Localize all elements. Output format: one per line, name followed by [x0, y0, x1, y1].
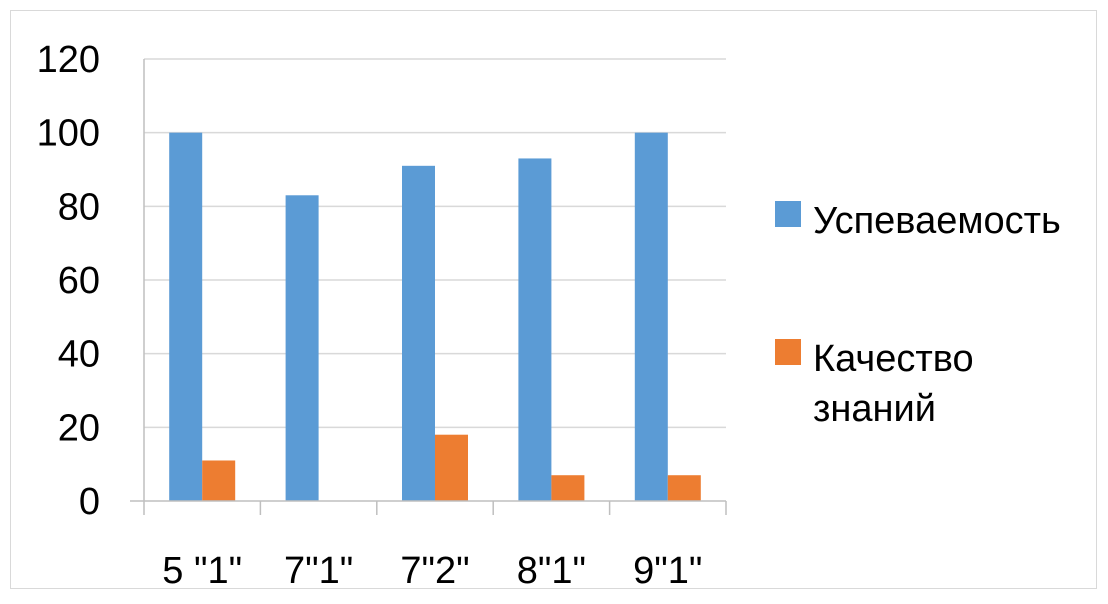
y-tick-label: 0 [79, 481, 100, 523]
y-tick-labels: 0 20 40 60 80 100 120 [37, 39, 100, 523]
bar-series-1-1 [285, 195, 319, 502]
x-tick-label: 5 "1" [162, 550, 242, 592]
y-tick-label: 60 [58, 260, 100, 302]
y-tick-label: 100 [37, 113, 100, 155]
legend-label-series-1: Успеваемость [813, 200, 1061, 242]
bar-series-1-2 [402, 165, 435, 502]
bar-series-1-4 [634, 132, 668, 501]
bar-series-1-3 [518, 158, 552, 501]
y-tick-label: 20 [58, 407, 100, 449]
x-tick-label: 9"1" [633, 550, 702, 592]
legend-label-series-2-line-1: Качество [813, 338, 974, 380]
legend-swatch-series-1 [775, 201, 801, 227]
gridlines [144, 58, 726, 429]
legend: Успеваемость Качество знаний [775, 200, 1061, 430]
x-tick-label: 7"2" [400, 550, 469, 592]
y-tick-label: 120 [37, 39, 100, 81]
x-tick-labels: 5 "1" 7"1" 7"2" 8"1" 9"1" [162, 550, 702, 592]
y-tick-label: 40 [58, 334, 100, 376]
bar-series-1-0 [169, 132, 203, 501]
x-tick-label: 8"1" [517, 550, 586, 592]
bar-series-2-0 [202, 460, 236, 501]
bars [169, 132, 701, 502]
legend-label-series-2-line-2: знаний [813, 388, 936, 430]
legend-swatch-series-2 [775, 339, 801, 365]
bar-series-2-2 [435, 434, 468, 501]
bar-series-2-4 [667, 475, 701, 501]
y-tick-label: 80 [58, 186, 100, 228]
bar-series-2-3 [551, 475, 585, 501]
x-tick-label: 7"1" [284, 550, 353, 592]
axes [130, 59, 727, 515]
